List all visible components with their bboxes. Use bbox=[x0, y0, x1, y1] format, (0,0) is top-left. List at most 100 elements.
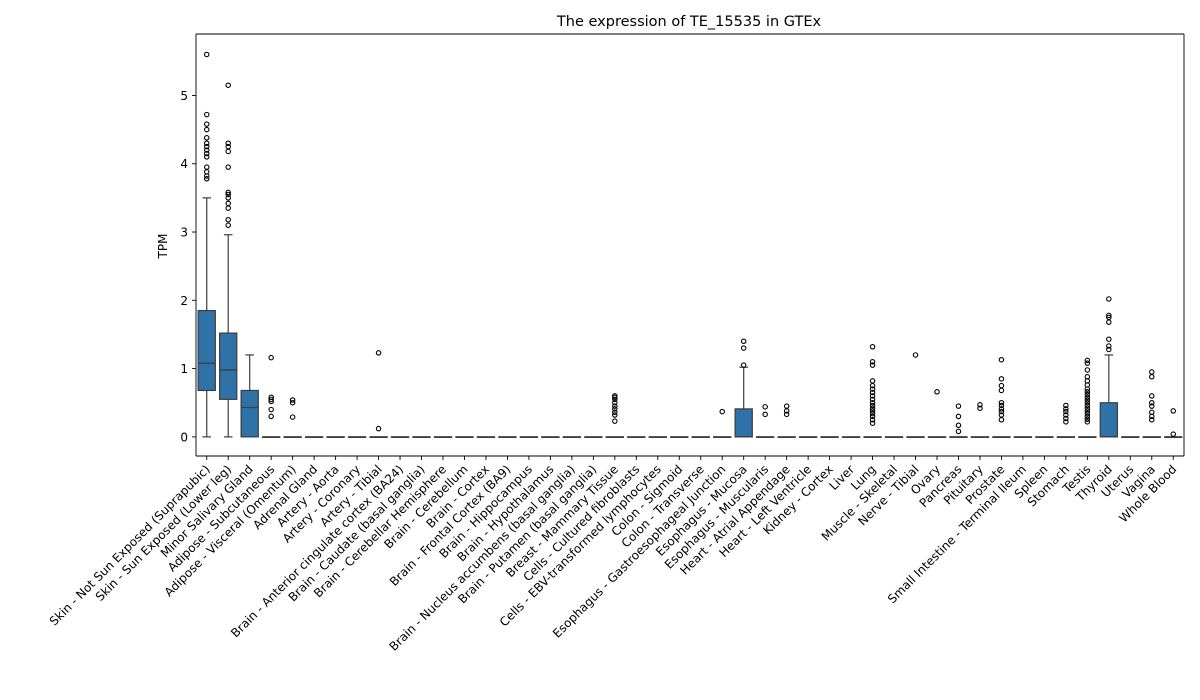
outlier-point bbox=[1170, 431, 1177, 437]
outlier-point bbox=[1084, 419, 1091, 425]
outlier-point bbox=[955, 413, 962, 420]
outlier-point bbox=[225, 222, 231, 228]
box-group bbox=[970, 402, 990, 438]
box-group bbox=[691, 436, 710, 438]
outlier-point bbox=[1170, 408, 1177, 414]
outlier-point bbox=[612, 399, 618, 406]
box-group bbox=[197, 51, 216, 438]
box-group bbox=[605, 393, 625, 438]
outlier-point bbox=[268, 354, 274, 361]
outlier-point bbox=[1084, 416, 1091, 422]
outlier-point bbox=[203, 164, 210, 170]
box bbox=[1099, 402, 1119, 438]
outlier-point bbox=[912, 352, 919, 358]
outlier-point bbox=[998, 408, 1005, 415]
box-group bbox=[1078, 357, 1097, 438]
box-group bbox=[455, 436, 474, 438]
outlier-point bbox=[1149, 369, 1155, 375]
outlier-point bbox=[1084, 397, 1091, 403]
y-axis-label: TPM bbox=[156, 234, 170, 260]
box-group bbox=[820, 436, 839, 438]
outlier-point bbox=[1106, 346, 1112, 353]
outlier-point bbox=[375, 425, 382, 432]
outlier-point bbox=[203, 51, 210, 58]
outlier-point bbox=[1084, 410, 1091, 417]
outlier-point bbox=[869, 386, 876, 392]
outlier-point bbox=[977, 402, 983, 408]
box-group bbox=[1013, 436, 1033, 438]
outlier-point bbox=[1149, 399, 1155, 406]
outlier-point bbox=[1084, 408, 1091, 414]
outlier-point bbox=[1084, 405, 1091, 411]
outlier-point bbox=[375, 350, 382, 356]
outlier-point bbox=[998, 412, 1005, 418]
y-tick-label: 5 bbox=[180, 89, 188, 103]
box-group bbox=[863, 343, 882, 438]
outlier-point bbox=[612, 412, 618, 418]
outlier-point bbox=[869, 396, 876, 403]
outlier-point bbox=[977, 405, 983, 411]
outlier-point bbox=[268, 394, 274, 401]
outlier-point bbox=[1084, 357, 1091, 364]
box-group bbox=[369, 350, 388, 438]
outlier-point bbox=[998, 399, 1005, 406]
outlier-point bbox=[612, 403, 618, 409]
box-group bbox=[283, 397, 302, 438]
outlier-point bbox=[225, 164, 231, 170]
outlier-point bbox=[612, 396, 618, 403]
outlier-point bbox=[934, 389, 940, 395]
outlier-point bbox=[289, 397, 296, 403]
box-group bbox=[498, 436, 517, 438]
box-group bbox=[755, 404, 775, 438]
box-group bbox=[476, 436, 496, 438]
y-tick-label: 0 bbox=[180, 430, 188, 444]
outlier-point bbox=[289, 399, 296, 406]
box-group bbox=[304, 436, 324, 438]
outlier-point bbox=[869, 359, 876, 365]
outlier-point bbox=[203, 154, 210, 160]
box bbox=[219, 332, 238, 400]
outlier-point bbox=[1149, 403, 1155, 409]
box-group bbox=[412, 436, 431, 438]
outlier-point bbox=[203, 140, 210, 147]
outlier-point bbox=[869, 378, 876, 384]
y-tick-label: 3 bbox=[180, 226, 188, 240]
outlier-point bbox=[1106, 296, 1112, 302]
outlier-point bbox=[869, 410, 876, 417]
outlier-point bbox=[869, 389, 876, 396]
box bbox=[240, 389, 259, 438]
box-group bbox=[541, 436, 560, 438]
outlier-point bbox=[203, 121, 210, 127]
outlier-point bbox=[1084, 374, 1091, 380]
outlier-point bbox=[1084, 413, 1091, 420]
outlier-point bbox=[1084, 367, 1091, 373]
outlier-point bbox=[1149, 409, 1155, 416]
box-group bbox=[347, 436, 367, 438]
outlier-point bbox=[719, 408, 725, 415]
outlier-point bbox=[225, 195, 231, 201]
outlier-point bbox=[225, 200, 231, 207]
outlier-point bbox=[869, 420, 876, 426]
box-group bbox=[906, 352, 925, 438]
box-group bbox=[734, 338, 753, 438]
y-tick-label: 1 bbox=[180, 362, 188, 376]
box-group bbox=[1035, 436, 1054, 438]
outlier-point bbox=[869, 402, 876, 409]
box-group bbox=[713, 408, 732, 438]
outlier-point bbox=[998, 402, 1005, 409]
outlier-point bbox=[225, 140, 231, 147]
outlier-point bbox=[783, 411, 790, 418]
outlier-point bbox=[1063, 406, 1069, 412]
outlier-point bbox=[225, 205, 231, 211]
outlier-point bbox=[268, 413, 274, 420]
outlier-point bbox=[203, 135, 210, 141]
box-group bbox=[777, 403, 796, 438]
outlier-point bbox=[268, 406, 274, 413]
outlier-point bbox=[1149, 374, 1155, 380]
box bbox=[734, 408, 753, 438]
outlier-point bbox=[1084, 360, 1091, 366]
outlier-point bbox=[203, 147, 210, 153]
outlier-point bbox=[955, 422, 962, 429]
